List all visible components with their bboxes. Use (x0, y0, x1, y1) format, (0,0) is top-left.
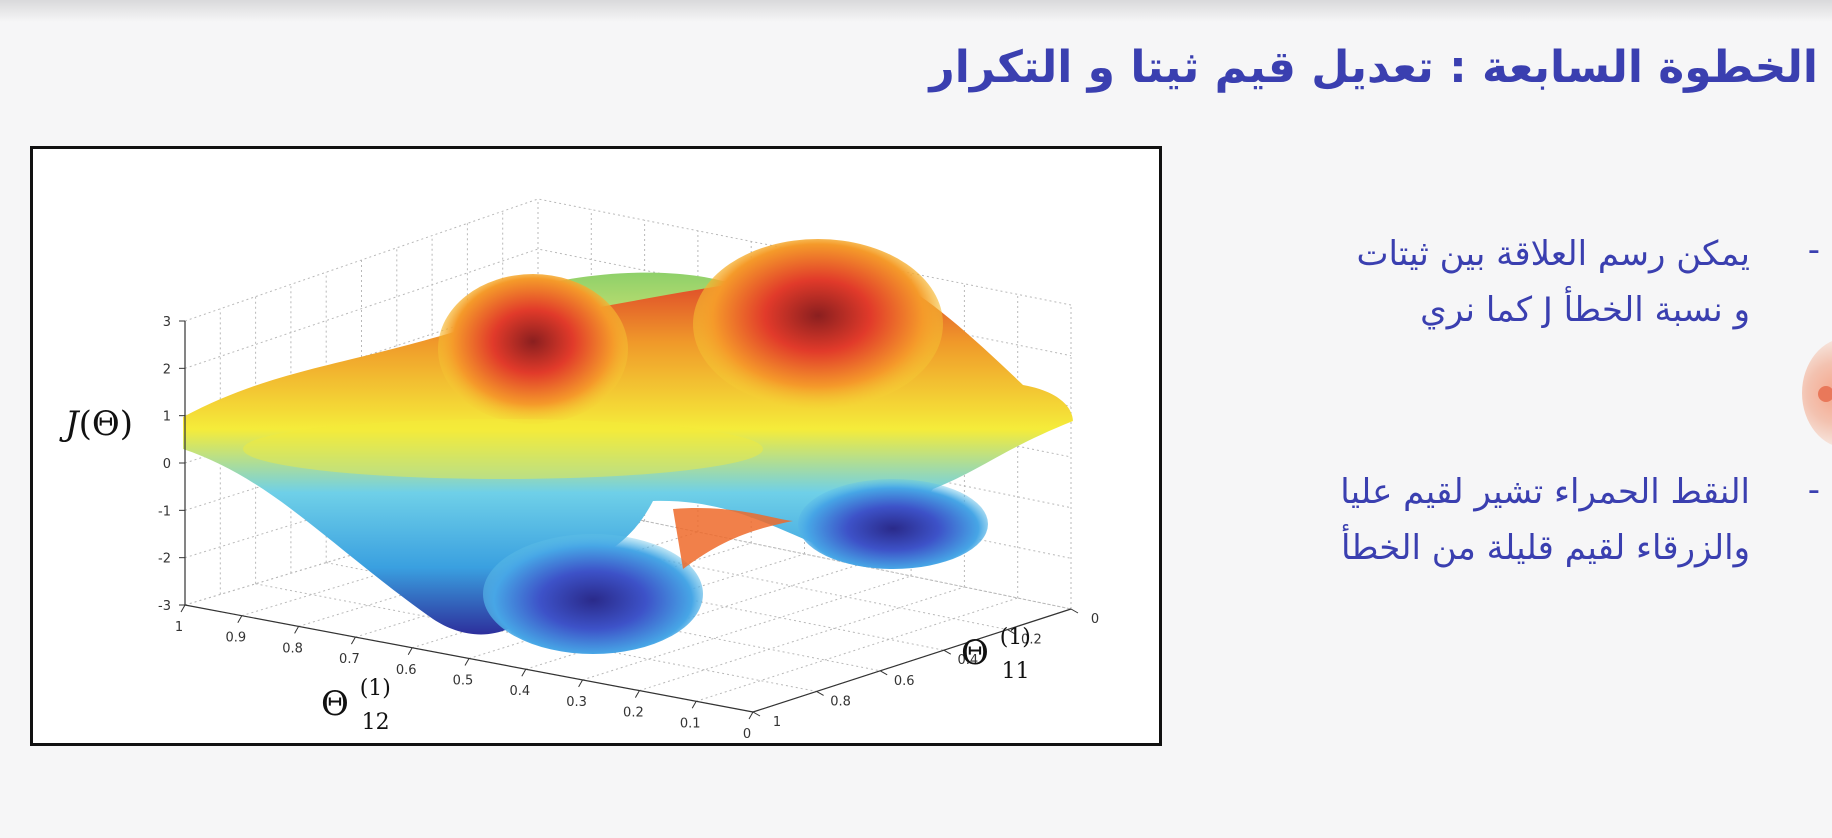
x-tick (748, 711, 754, 720)
z-tick-label: -3 (158, 599, 171, 614)
surface-peak-left (438, 274, 628, 424)
surface-valley-right (798, 479, 988, 569)
plot-surface (183, 239, 1073, 654)
y-tick-label: 0.8 (830, 694, 851, 709)
grid-line (326, 562, 881, 672)
x-tick-label: 0.9 (225, 631, 246, 646)
x-tick-label: 0.3 (566, 695, 587, 710)
x-tick (180, 604, 186, 613)
surface-fold (673, 507, 793, 569)
x-tick (407, 647, 413, 656)
grid-line (241, 509, 592, 617)
surface-peak-right (693, 239, 943, 409)
z-tick-label: 1 (163, 410, 171, 425)
x-tick-label: 1 (175, 620, 183, 635)
x-tick (578, 679, 584, 688)
y-tick-label: 0 (1091, 612, 1099, 627)
y-tick-label: 0.6 (894, 674, 915, 689)
y-tick (879, 670, 888, 676)
y-axis-line (752, 608, 1072, 713)
grid-line (184, 498, 539, 606)
z-axis-label: J(Θ) (59, 404, 133, 444)
bullet-text-2: النقط الحمراء تشير لقيم عليا والزرقاء لق… (1340, 464, 1750, 576)
bullet-dash-2: - (1807, 470, 1820, 510)
x-tick-label: 0.1 (680, 716, 701, 731)
side-decoration-dot (1818, 386, 1832, 402)
plot-ticks: 3 2 1 0 -1 -2 -3 1 0.9 0.8 0.7 0.6 0.5 0.4 0.3 0.2 0.1 0 1… (158, 315, 1099, 742)
x-tick (237, 615, 243, 623)
bullet-2-line-1: النقط الحمراء تشير لقيم عليا (1340, 472, 1750, 512)
surface-plot-figure: 3 2 1 0 -1 -2 -3 1 0.9 0.8 0.7 0.6 0.5 0.4 0.3 0.2 0.1 0 1… (30, 146, 1162, 746)
surface-ridge (243, 419, 763, 479)
y-tick (816, 690, 824, 696)
x-tick (464, 658, 470, 666)
x-tick-label: 0.7 (339, 652, 360, 667)
y-tick-label: 1 (773, 715, 781, 730)
surface-plot: 3 2 1 0 -1 -2 -3 1 0.9 0.8 0.7 0.6 0.5 0.4 0.3 0.2 0.1 0 1… (59, 198, 1099, 742)
x-tick-label: 0.6 (396, 663, 417, 678)
x-tick (294, 626, 300, 634)
bullet-1-line-2: و نسبة الخطأ J كما نري (1420, 290, 1750, 330)
y-tick (1007, 629, 1015, 635)
x-tick (350, 636, 356, 645)
y-tick-label: 0.2 (1021, 633, 1042, 648)
x-tick-label: 0.5 (453, 674, 474, 689)
window-top-bar (0, 0, 1832, 22)
surface-valley-front (483, 534, 703, 654)
z-tick-label: -1 (158, 504, 171, 519)
x-tick-label: 0.8 (282, 641, 303, 656)
x-tick-label: 0 (743, 727, 751, 742)
bullet-1-line-1: يمكن رسم العلاقة بين ثيتات (1356, 234, 1750, 274)
y-tick (1070, 608, 1079, 614)
slide-title: الخطوة السابعة : تعديل قيم ثيتا و التكرا… (929, 42, 1818, 93)
grid-line (639, 586, 965, 692)
z-tick-label: 3 (163, 315, 171, 330)
y-tick (752, 711, 761, 717)
x-tick (521, 668, 527, 677)
x-tick-label: 0.4 (509, 684, 530, 699)
bullet-2-line-2: والزرقاء لقيم قليلة من الخطأ (1340, 528, 1750, 568)
bullet-dash-1: - (1807, 230, 1820, 270)
y-tick-label: 0.4 (957, 653, 978, 668)
x-tick-label: 0.2 (623, 706, 644, 721)
grid-line (696, 597, 1018, 702)
z-tick-label: 2 (163, 362, 171, 377)
x-tick (634, 690, 640, 698)
x-axis-label: Θ (1) 12 (321, 664, 402, 735)
z-tick-label: -2 (158, 552, 171, 567)
y-axis-label: Θ (1) 11 (961, 613, 1042, 684)
x-tick (691, 701, 697, 709)
z-tick-label: 0 (163, 457, 171, 472)
bullet-text-1: يمكن رسم العلاقة بين ثيتات و نسبة الخطأ … (1357, 226, 1750, 338)
grid-line (184, 498, 1072, 610)
y-tick (943, 649, 952, 655)
